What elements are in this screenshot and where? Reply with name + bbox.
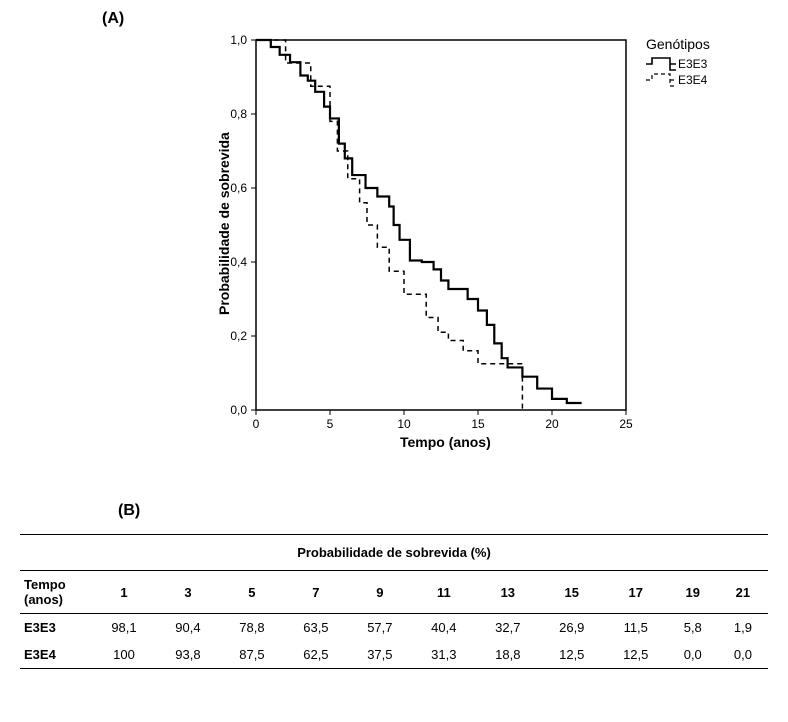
table-cell: 12,5 <box>540 641 604 669</box>
svg-text:10: 10 <box>397 417 411 431</box>
table-cell: 93,8 <box>156 641 220 669</box>
table-cell: 57,7 <box>348 614 412 642</box>
legend-label-e3e4: E3E4 <box>678 73 707 87</box>
table-row: E3E398,190,478,863,557,740,432,726,911,5… <box>20 614 768 642</box>
table-cell: 98,1 <box>92 614 156 642</box>
table-col-head: 19 <box>668 571 718 614</box>
legend-item-e3e3: E3E3 <box>646 56 710 72</box>
table-col-head: 9 <box>348 571 412 614</box>
table-cell: 37,5 <box>348 641 412 669</box>
table-cell: 31,3 <box>412 641 476 669</box>
table-cell: 78,8 <box>220 614 284 642</box>
row-label: E3E4 <box>20 641 92 669</box>
svg-text:20: 20 <box>545 417 559 431</box>
svg-text:15: 15 <box>471 417 485 431</box>
table-col0-text: Tempo (anos) <box>24 577 66 607</box>
panel-b-label: (B) <box>118 502 140 520</box>
chart-legend: Genótipos E3E3 E3E4 <box>646 36 710 88</box>
table-cell: 0,0 <box>718 641 768 669</box>
svg-text:0,0: 0,0 <box>230 403 247 417</box>
table-cell: 62,5 <box>284 641 348 669</box>
svg-text:0,4: 0,4 <box>230 255 247 269</box>
table-cell: 26,9 <box>540 614 604 642</box>
legend-swatch-e3e4 <box>646 73 676 87</box>
table-title-row: Probabilidade de sobrevida (%) <box>20 535 768 571</box>
table-cell: 32,7 <box>476 614 540 642</box>
x-axis-label: Tempo (anos) <box>400 434 491 450</box>
svg-text:0,2: 0,2 <box>230 329 247 343</box>
table-col-head: 7 <box>284 571 348 614</box>
table-col0: Tempo (anos) <box>20 571 92 614</box>
svg-text:0,8: 0,8 <box>230 107 247 121</box>
svg-text:0,6: 0,6 <box>230 181 247 195</box>
table-cell: 87,5 <box>220 641 284 669</box>
table-col-head: 17 <box>604 571 668 614</box>
table-body: E3E398,190,478,863,557,740,432,726,911,5… <box>20 614 768 669</box>
legend-swatch-e3e3 <box>646 57 676 71</box>
table-cell: 5,8 <box>668 614 718 642</box>
row-label: E3E3 <box>20 614 92 642</box>
survival-table-wrap: Probabilidade de sobrevida (%) Tempo (an… <box>20 534 768 669</box>
table-cell: 11,5 <box>604 614 668 642</box>
table-col-head: 11 <box>412 571 476 614</box>
table-cell: 12,5 <box>604 641 668 669</box>
table-cell: 90,4 <box>156 614 220 642</box>
table-cell: 0,0 <box>668 641 718 669</box>
svg-text:1,0: 1,0 <box>230 33 247 47</box>
table-col-head: 5 <box>220 571 284 614</box>
table-col-head: 15 <box>540 571 604 614</box>
svg-text:25: 25 <box>619 417 633 431</box>
survival-table: Probabilidade de sobrevida (%) Tempo (an… <box>20 534 768 669</box>
table-col-head: 3 <box>156 571 220 614</box>
svg-text:5: 5 <box>327 417 334 431</box>
legend-label-e3e3: E3E3 <box>678 57 707 71</box>
table-col-head: 1 <box>92 571 156 614</box>
legend-item-e3e4: E3E4 <box>646 72 710 88</box>
table-title: Probabilidade de sobrevida (%) <box>20 535 768 571</box>
table-cell: 1,9 <box>718 614 768 642</box>
table-row: E3E410093,887,562,537,531,318,812,512,50… <box>20 641 768 669</box>
table-cell: 63,5 <box>284 614 348 642</box>
table-cell: 18,8 <box>476 641 540 669</box>
table-cell: 40,4 <box>412 614 476 642</box>
table-col-head: 13 <box>476 571 540 614</box>
table-col-head: 21 <box>718 571 768 614</box>
figure-container: (A) 0,00,20,40,60,81,00510152025 Genótip… <box>0 0 788 722</box>
legend-title: Genótipos <box>646 36 710 52</box>
y-axis-label: Probabilidade de sobrevida <box>216 132 232 315</box>
svg-text:0: 0 <box>253 417 260 431</box>
table-header-row: Tempo (anos) 13579111315171921 <box>20 571 768 614</box>
table-cell: 100 <box>92 641 156 669</box>
